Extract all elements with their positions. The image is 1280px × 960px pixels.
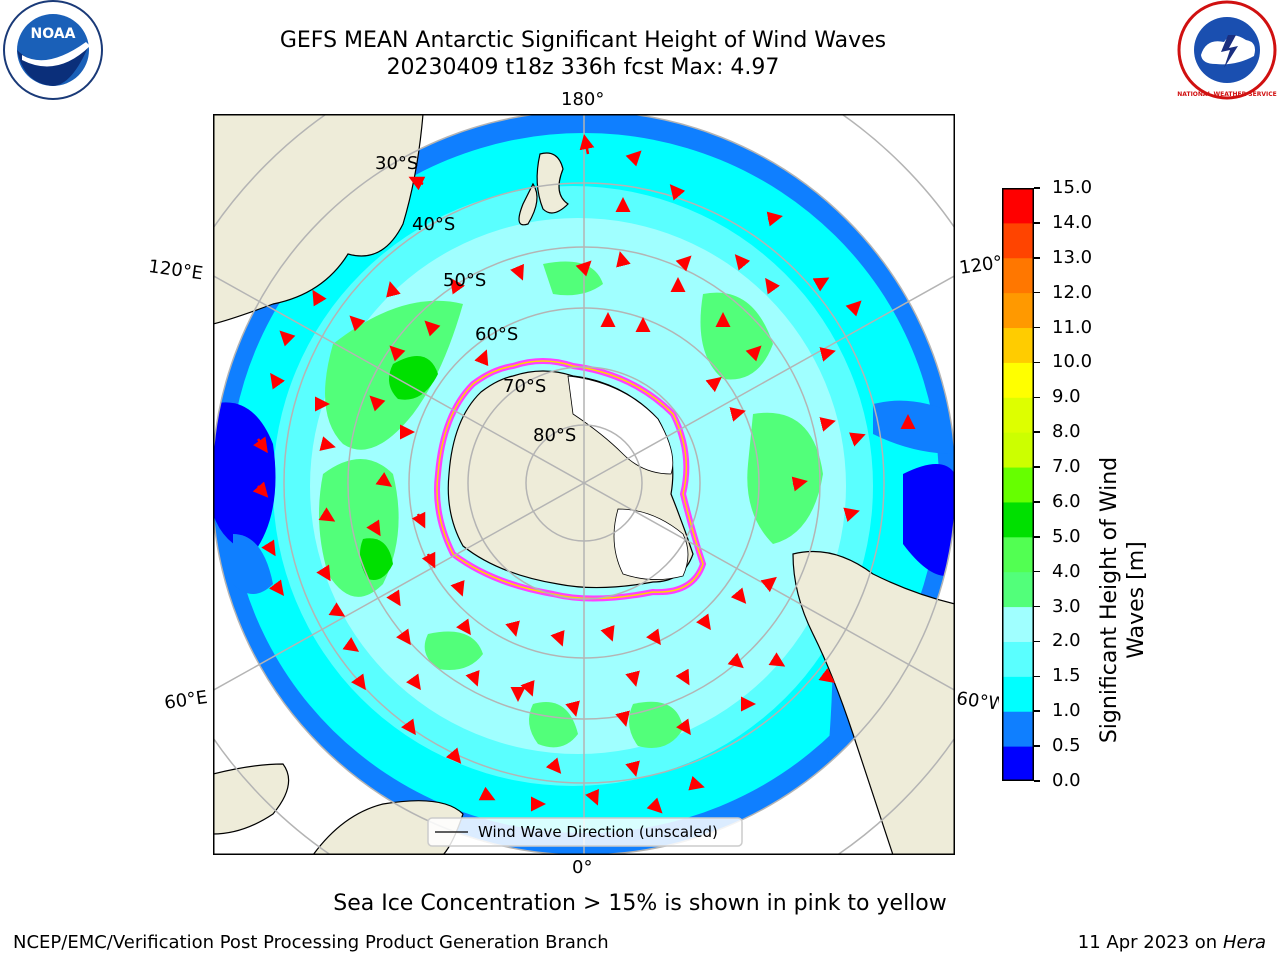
colorbar-segment (1002, 292, 1034, 329)
colorbar-tick-mark (1034, 222, 1040, 224)
colorbar-tick-label: 5.0 (1052, 525, 1081, 547)
colorbar-segment (1002, 641, 1034, 677)
colorbar-segment (1002, 362, 1034, 398)
colorbar-segment (1002, 606, 1034, 642)
colorbar-tick-label: 6.0 (1052, 490, 1081, 512)
map-legend-text: Wind Wave Direction (unscaled) (478, 823, 718, 841)
lat-label-30s: 30°S (375, 153, 418, 174)
colorbar-tick-mark (1034, 396, 1040, 399)
lat-label-80s: 80°S (533, 425, 576, 446)
colorbar-segment (1002, 571, 1034, 608)
colorbar-tick-mark (1034, 361, 1040, 364)
colorbar-segment (1002, 432, 1034, 468)
colorbar-segment (1002, 397, 1034, 433)
colorbar-tick-label: 8.0 (1052, 421, 1081, 443)
colorbar-segment (1002, 222, 1034, 259)
colorbar-tick-mark (1034, 536, 1040, 538)
colorbar-tick-label: 0.5 (1052, 735, 1081, 757)
colorbar-tick-label: 2.0 (1052, 630, 1081, 652)
colorbar-tick-label: 1.0 (1052, 700, 1081, 722)
lon-label-180: 180° (561, 89, 605, 110)
host-name: Hera (1222, 932, 1266, 953)
colorbar-tick-mark (1034, 605, 1040, 608)
colorbar-tick-mark (1034, 570, 1040, 573)
colorbar (1002, 188, 1034, 781)
colorbar-segment (1002, 536, 1034, 573)
colorbar-tick-mark (1034, 431, 1040, 433)
colorbar-tick-mark (1034, 187, 1040, 189)
latitude-labels: 30°S 40°S 50°S 60°S 70°S 80°S (375, 153, 576, 446)
map-subtitle: 20230409 t18z 336h fcst Max: 4.97 (386, 55, 780, 80)
map-frame (213, 114, 955, 855)
land-masses (213, 114, 955, 855)
lat-label-40s: 40°S (412, 214, 455, 235)
colorbar-segment (1002, 676, 1034, 712)
colorbar-tick-mark (1034, 780, 1040, 782)
lon-label-120w: 120°W (958, 252, 1003, 279)
colorbar-tick-label: 14.0 (1052, 211, 1093, 233)
colorbar-label: Significant Height of Wind Waves [m] (1097, 456, 1149, 744)
date-stamp-text: 11 Apr 2023 on (1077, 932, 1223, 953)
lon-label-120e: 120°E (147, 256, 205, 285)
colorbar-tick-label: 0.0 (1052, 770, 1081, 791)
colorbar-tick-label: 11.0 (1052, 316, 1093, 338)
lat-label-60s: 60°S (475, 324, 518, 345)
colorbar-segment (1002, 257, 1034, 294)
colorbar-tick-mark (1034, 675, 1040, 678)
colorbar-tick-label: 1.5 (1052, 665, 1081, 687)
noaa-logo-text: NOAA (31, 26, 76, 42)
colorbar-tick-label: 15.0 (1052, 177, 1093, 198)
colorbar-segment (1002, 501, 1034, 538)
nws-logo-text: NATIONAL WEATHER SERVICE (1177, 91, 1276, 98)
colorbar-tick-mark (1034, 291, 1040, 294)
date-stamp: 11 Apr 2023 on Hera (1078, 932, 1266, 953)
sea-ice-caption: Sea Ice Concentration > 15% is shown in … (333, 891, 947, 916)
lon-label-60e: 60°E (163, 686, 209, 714)
map-title: GEFS MEAN Antarctic Significant Height o… (279, 28, 887, 53)
credit-line: NCEP/EMC/Verification Post Processing Pr… (13, 932, 609, 953)
colorbar-tick-label: 13.0 (1052, 246, 1093, 268)
colorbar-segment (1002, 188, 1034, 224)
wind-wave-arrows (252, 134, 916, 814)
colorbar-segment (1002, 327, 1034, 363)
colorbar-tick-mark (1034, 710, 1040, 712)
colorbar-segment (1002, 711, 1034, 747)
colorbar-tick-mark (1034, 640, 1040, 643)
graticule (213, 114, 955, 855)
colorbar-segment (1002, 746, 1034, 781)
colorbar-tick-label: 9.0 (1052, 386, 1081, 408)
colorbar-tick-label: 7.0 (1052, 456, 1081, 478)
noaa-logo: NOAA (3, 0, 103, 100)
map-legend-box (427, 817, 743, 847)
lat-label-70s: 70°S (503, 376, 546, 397)
colorbar-tick-label: 3.0 (1052, 595, 1081, 617)
polar-map: Wind Wave Direction (unscaled) 30°S 40°S… (213, 114, 955, 855)
nws-logo: NATIONAL WEATHER SERVICE (1177, 0, 1277, 100)
lat-label-50s: 50°S (443, 270, 486, 291)
colorbar-tick-mark (1034, 257, 1040, 259)
colorbar-segment (1002, 467, 1034, 503)
colorbar-tick-label: 10.0 (1052, 351, 1093, 373)
colorbar-tick-label: 4.0 (1052, 560, 1081, 582)
lon-label-60w: 60°W (955, 688, 1000, 715)
colorbar-tick-label: 12.0 (1052, 281, 1093, 303)
colorbar-tick-mark (1034, 326, 1040, 329)
colorbar-tick-mark (1034, 466, 1040, 468)
lon-label-0: 0° (572, 857, 593, 878)
colorbar-tick-mark (1034, 501, 1040, 503)
colorbar-tick-mark (1034, 745, 1040, 747)
